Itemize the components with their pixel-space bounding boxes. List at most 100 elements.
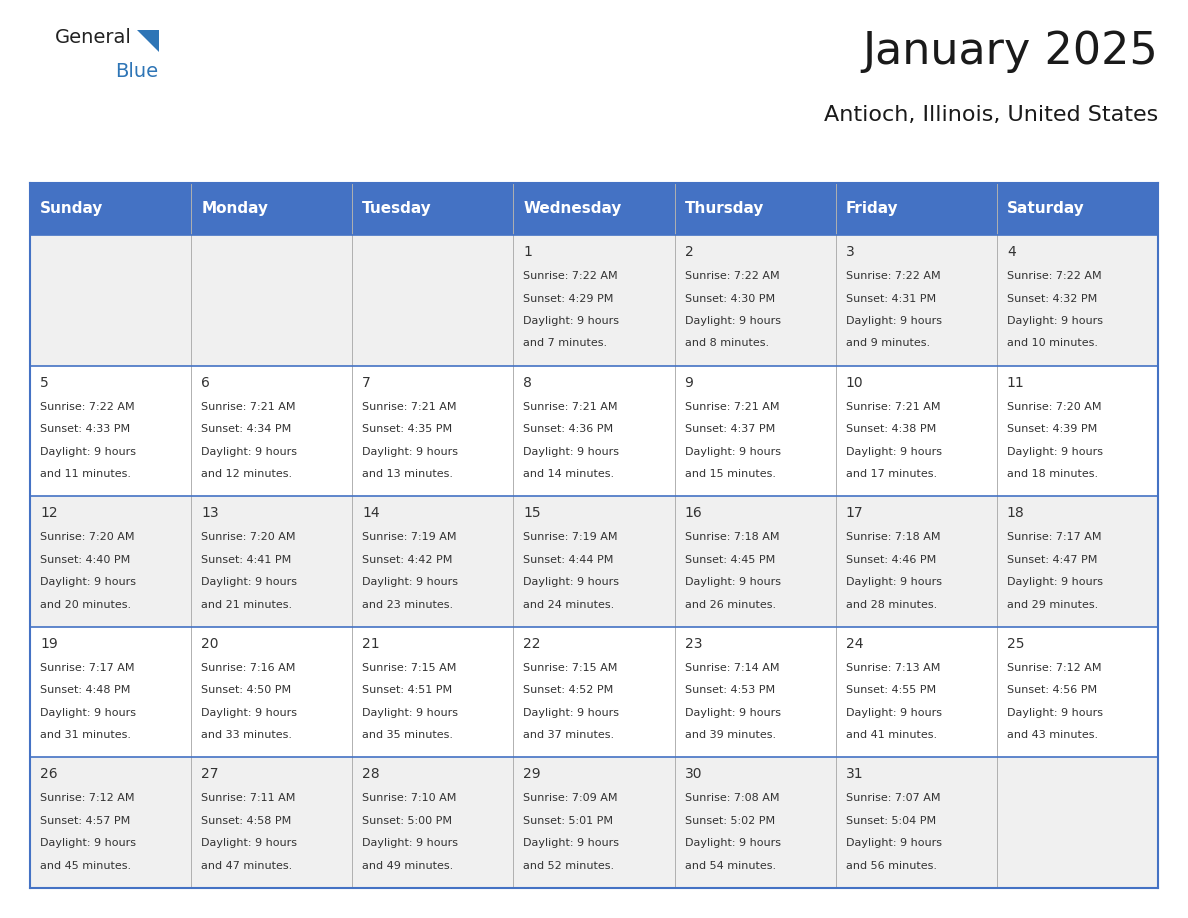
Text: Sunrise: 7:08 AM: Sunrise: 7:08 AM	[684, 793, 779, 803]
Text: Sunrise: 7:11 AM: Sunrise: 7:11 AM	[201, 793, 296, 803]
Text: 28: 28	[362, 767, 380, 781]
Text: and 31 minutes.: and 31 minutes.	[40, 731, 131, 740]
Text: General: General	[55, 28, 132, 47]
Text: Daylight: 9 hours: Daylight: 9 hours	[201, 577, 297, 588]
Text: Sunset: 4:34 PM: Sunset: 4:34 PM	[201, 424, 291, 434]
Text: Daylight: 9 hours: Daylight: 9 hours	[201, 708, 297, 718]
Text: Sunset: 4:36 PM: Sunset: 4:36 PM	[524, 424, 613, 434]
Text: Sunrise: 7:17 AM: Sunrise: 7:17 AM	[1007, 532, 1101, 543]
Text: Saturday: Saturday	[1007, 201, 1085, 217]
Text: Sunset: 4:37 PM: Sunset: 4:37 PM	[684, 424, 775, 434]
Text: Sunset: 4:29 PM: Sunset: 4:29 PM	[524, 294, 614, 304]
Text: 26: 26	[40, 767, 58, 781]
Text: Blue: Blue	[115, 62, 158, 81]
Text: Sunrise: 7:21 AM: Sunrise: 7:21 AM	[201, 401, 296, 411]
Text: Sunrise: 7:16 AM: Sunrise: 7:16 AM	[201, 663, 296, 673]
Bar	[30, 497, 1158, 627]
Text: and 39 minutes.: and 39 minutes.	[684, 731, 776, 740]
Text: Daylight: 9 hours: Daylight: 9 hours	[846, 577, 942, 588]
Text: 27: 27	[201, 767, 219, 781]
Text: Sunrise: 7:15 AM: Sunrise: 7:15 AM	[362, 663, 456, 673]
Text: Sunrise: 7:22 AM: Sunrise: 7:22 AM	[1007, 271, 1101, 281]
Text: 1: 1	[524, 245, 532, 259]
Text: 7: 7	[362, 375, 371, 389]
Text: Sunset: 4:44 PM: Sunset: 4:44 PM	[524, 554, 614, 565]
Text: Sunset: 4:47 PM: Sunset: 4:47 PM	[1007, 554, 1098, 565]
Text: and 18 minutes.: and 18 minutes.	[1007, 469, 1098, 479]
Text: Sunset: 4:38 PM: Sunset: 4:38 PM	[846, 424, 936, 434]
Text: Sunset: 4:46 PM: Sunset: 4:46 PM	[846, 554, 936, 565]
Text: Sunrise: 7:19 AM: Sunrise: 7:19 AM	[524, 532, 618, 543]
Text: Sunset: 5:00 PM: Sunset: 5:00 PM	[362, 816, 453, 826]
Text: Tuesday: Tuesday	[362, 201, 432, 217]
Text: and 29 minutes.: and 29 minutes.	[1007, 599, 1098, 610]
Text: 13: 13	[201, 506, 219, 521]
Text: Daylight: 9 hours: Daylight: 9 hours	[40, 708, 135, 718]
Text: 19: 19	[40, 637, 58, 651]
Text: Sunrise: 7:22 AM: Sunrise: 7:22 AM	[524, 271, 618, 281]
Text: Sunset: 4:33 PM: Sunset: 4:33 PM	[40, 424, 131, 434]
Text: Daylight: 9 hours: Daylight: 9 hours	[362, 446, 459, 456]
Text: Wednesday: Wednesday	[524, 201, 621, 217]
Text: Sunrise: 7:12 AM: Sunrise: 7:12 AM	[1007, 663, 1101, 673]
Text: Sunrise: 7:10 AM: Sunrise: 7:10 AM	[362, 793, 456, 803]
Text: Sunrise: 7:09 AM: Sunrise: 7:09 AM	[524, 793, 618, 803]
Text: and 43 minutes.: and 43 minutes.	[1007, 731, 1098, 740]
Text: and 7 minutes.: and 7 minutes.	[524, 339, 607, 349]
Text: 29: 29	[524, 767, 541, 781]
Text: Daylight: 9 hours: Daylight: 9 hours	[1007, 446, 1102, 456]
Text: 21: 21	[362, 637, 380, 651]
Text: Sunrise: 7:22 AM: Sunrise: 7:22 AM	[40, 401, 134, 411]
Text: Antioch, Illinois, United States: Antioch, Illinois, United States	[823, 105, 1158, 125]
Text: 6: 6	[201, 375, 210, 389]
Text: Daylight: 9 hours: Daylight: 9 hours	[40, 446, 135, 456]
Text: 3: 3	[846, 245, 854, 259]
Text: Daylight: 9 hours: Daylight: 9 hours	[684, 446, 781, 456]
Text: and 28 minutes.: and 28 minutes.	[846, 599, 937, 610]
Text: Sunrise: 7:19 AM: Sunrise: 7:19 AM	[362, 532, 456, 543]
Text: 14: 14	[362, 506, 380, 521]
Text: Sunrise: 7:20 AM: Sunrise: 7:20 AM	[201, 532, 296, 543]
Text: Sunset: 4:56 PM: Sunset: 4:56 PM	[1007, 686, 1097, 695]
Text: 10: 10	[846, 375, 864, 389]
Bar	[30, 183, 1158, 235]
Text: Sunset: 4:57 PM: Sunset: 4:57 PM	[40, 816, 131, 826]
Text: Sunrise: 7:20 AM: Sunrise: 7:20 AM	[40, 532, 134, 543]
Text: Sunset: 4:32 PM: Sunset: 4:32 PM	[1007, 294, 1097, 304]
Text: and 20 minutes.: and 20 minutes.	[40, 599, 131, 610]
Text: and 15 minutes.: and 15 minutes.	[684, 469, 776, 479]
Text: Sunset: 4:40 PM: Sunset: 4:40 PM	[40, 554, 131, 565]
Text: Daylight: 9 hours: Daylight: 9 hours	[524, 708, 619, 718]
Text: Sunrise: 7:12 AM: Sunrise: 7:12 AM	[40, 793, 134, 803]
Text: and 47 minutes.: and 47 minutes.	[201, 861, 292, 871]
Text: Sunrise: 7:18 AM: Sunrise: 7:18 AM	[684, 532, 779, 543]
Bar	[30, 365, 1158, 497]
Text: Daylight: 9 hours: Daylight: 9 hours	[846, 838, 942, 848]
Text: Sunset: 4:51 PM: Sunset: 4:51 PM	[362, 686, 453, 695]
Text: Sunset: 4:45 PM: Sunset: 4:45 PM	[684, 554, 775, 565]
Text: Sunrise: 7:13 AM: Sunrise: 7:13 AM	[846, 663, 940, 673]
Text: 30: 30	[684, 767, 702, 781]
Text: 24: 24	[846, 637, 864, 651]
Text: Sunset: 5:04 PM: Sunset: 5:04 PM	[846, 816, 936, 826]
Text: 17: 17	[846, 506, 864, 521]
Text: 11: 11	[1007, 375, 1024, 389]
Text: and 33 minutes.: and 33 minutes.	[201, 731, 292, 740]
Text: Sunset: 4:31 PM: Sunset: 4:31 PM	[846, 294, 936, 304]
Text: 25: 25	[1007, 637, 1024, 651]
Text: Daylight: 9 hours: Daylight: 9 hours	[846, 446, 942, 456]
Text: 22: 22	[524, 637, 541, 651]
Text: and 8 minutes.: and 8 minutes.	[684, 339, 769, 349]
Text: and 37 minutes.: and 37 minutes.	[524, 731, 614, 740]
Text: and 23 minutes.: and 23 minutes.	[362, 599, 454, 610]
Text: Daylight: 9 hours: Daylight: 9 hours	[684, 838, 781, 848]
Text: Daylight: 9 hours: Daylight: 9 hours	[1007, 708, 1102, 718]
Text: Daylight: 9 hours: Daylight: 9 hours	[524, 577, 619, 588]
Text: Sunrise: 7:22 AM: Sunrise: 7:22 AM	[684, 271, 779, 281]
Text: and 14 minutes.: and 14 minutes.	[524, 469, 614, 479]
Text: Sunset: 4:30 PM: Sunset: 4:30 PM	[684, 294, 775, 304]
Text: and 54 minutes.: and 54 minutes.	[684, 861, 776, 871]
Text: and 41 minutes.: and 41 minutes.	[846, 731, 937, 740]
Text: and 24 minutes.: and 24 minutes.	[524, 599, 614, 610]
Text: Sunset: 5:01 PM: Sunset: 5:01 PM	[524, 816, 613, 826]
